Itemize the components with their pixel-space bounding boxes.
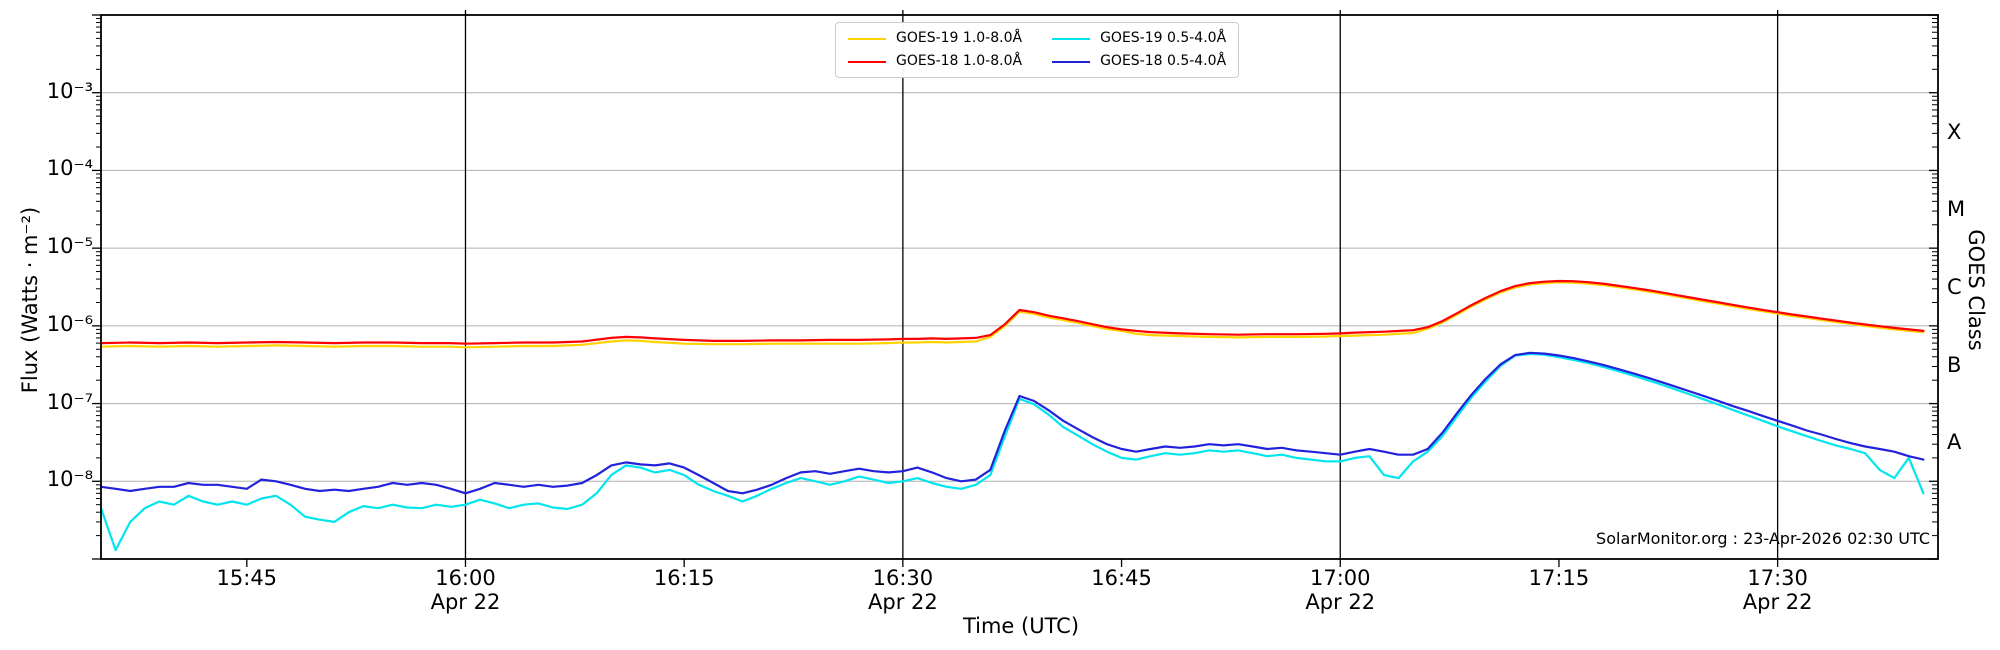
x-tick-label: 16:15 bbox=[653, 566, 715, 590]
y-tick-label: 10⁻⁸ bbox=[46, 467, 93, 492]
legend-item: GOES-19 0.5-4.0Å bbox=[1052, 30, 1226, 47]
y-tick-label: 10⁻⁶ bbox=[46, 311, 93, 336]
goes-class-label: A bbox=[1947, 430, 1962, 455]
legend-line-sample bbox=[848, 60, 886, 63]
y-tick-label: 10⁻⁵ bbox=[46, 234, 93, 259]
y-tick-label: 10⁻⁴ bbox=[46, 156, 93, 181]
y-tick-label: 10⁻³ bbox=[46, 78, 93, 103]
x-tick-label: 17:15 bbox=[1528, 566, 1590, 590]
legend-line-sample bbox=[1052, 37, 1091, 40]
y-axis-title: Flux (Watts · m⁻²) bbox=[18, 206, 42, 394]
legend-item: GOES-19 1.0-8.0Å bbox=[848, 30, 1022, 47]
x-tick-label: 16:45 bbox=[1091, 566, 1152, 590]
x-tick-date-label: Apr 22 bbox=[1742, 590, 1813, 614]
x-tick-date-label: Apr 22 bbox=[430, 590, 501, 614]
attribution-text: SolarMonitor.org : 23-Apr-2026 02:30 UTC bbox=[1596, 529, 1930, 548]
legend-label: GOES-18 0.5-4.0Å bbox=[1100, 53, 1227, 69]
goes-class-label: X bbox=[1947, 119, 1962, 144]
chart-legend: GOES-19 1.0-8.0Å GOES-18 1.0-8.0Å GOES-1… bbox=[835, 22, 1240, 78]
legend-line-sample bbox=[1052, 60, 1091, 63]
x-tick-label: 17:30 bbox=[1747, 566, 1808, 590]
x-tick-date-label: Apr 22 bbox=[867, 590, 938, 614]
series-line-3 bbox=[99, 351, 1925, 495]
series-line-0 bbox=[99, 281, 1925, 349]
legend-column: GOES-19 1.0-8.0Å GOES-18 1.0-8.0Å bbox=[848, 30, 1022, 70]
x-tick-label: 17:00 bbox=[1309, 566, 1371, 590]
goes-class-label: M bbox=[1947, 197, 1966, 222]
legend-line-sample bbox=[848, 37, 886, 40]
legend-label: GOES-18 1.0-8.0Å bbox=[896, 53, 1023, 69]
goes-class-label: B bbox=[1947, 352, 1962, 377]
goes-class-label: C bbox=[1947, 275, 1962, 299]
y2-axis-title: GOES Class bbox=[1964, 229, 1988, 351]
x-tick-label: 16:00 bbox=[435, 566, 496, 590]
series-line-1 bbox=[99, 279, 1925, 345]
plot-frame bbox=[100, 14, 1939, 560]
y-tick-label: 10⁻⁷ bbox=[46, 389, 93, 414]
legend-item: GOES-18 1.0-8.0Å bbox=[848, 53, 1022, 70]
x-tick-label: 16:30 bbox=[872, 566, 934, 590]
legend-item: GOES-18 0.5-4.0Å bbox=[1052, 53, 1226, 70]
x-tick-date-label: Apr 22 bbox=[1305, 590, 1376, 614]
series-line-2 bbox=[99, 352, 1925, 552]
legend-column: GOES-19 0.5-4.0Å GOES-18 0.5-4.0Å bbox=[1052, 30, 1226, 70]
x-tick-label: 15:45 bbox=[216, 566, 278, 590]
x-axis-title: Time (UTC) bbox=[962, 614, 1080, 638]
legend-label: GOES-19 1.0-8.0Å bbox=[896, 30, 1023, 46]
legend-label: GOES-19 0.5-4.0Å bbox=[1100, 30, 1227, 46]
